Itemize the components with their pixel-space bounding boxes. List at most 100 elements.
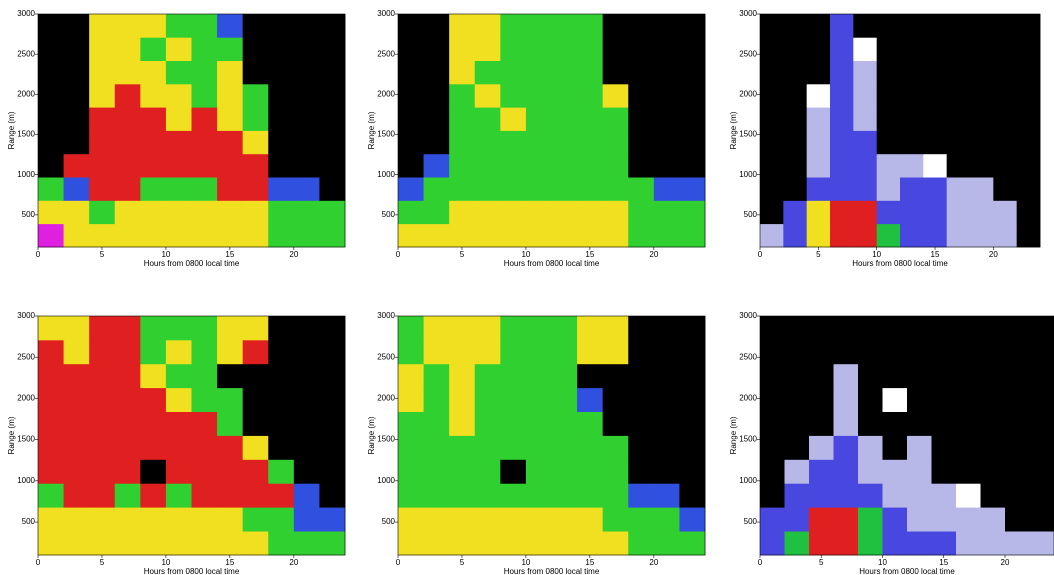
- heat-cell: [89, 363, 116, 389]
- heat-cell: [1016, 200, 1041, 225]
- heat-cell: [1016, 153, 1041, 178]
- y-tick-label: 3000: [377, 311, 395, 320]
- heat-cell: [602, 363, 629, 389]
- heat-cell: [165, 316, 192, 341]
- heat-cell: [784, 339, 810, 365]
- heat-cell: [679, 387, 706, 412]
- heat-cell: [525, 435, 552, 460]
- heat-cell: [165, 507, 192, 532]
- heat-cell: [653, 177, 680, 201]
- heat-cell: [500, 411, 527, 436]
- heat-cell: [140, 200, 167, 225]
- heat-cell: [217, 531, 244, 556]
- heat-cell: [525, 531, 552, 556]
- heat-cell: [242, 14, 269, 38]
- heat-cell: [602, 60, 629, 85]
- heat-cell: [63, 200, 90, 225]
- heat-cell: [628, 483, 655, 508]
- heat-cell: [956, 459, 981, 484]
- heat-cell: [679, 531, 706, 556]
- heat-cell: [577, 37, 604, 61]
- plot-frame: [397, 13, 706, 248]
- heat-cell: [474, 411, 501, 436]
- heat-cell: [602, 37, 629, 61]
- heat-cell: [474, 387, 501, 412]
- heat-cell: [760, 459, 785, 484]
- heat-cell: [760, 177, 784, 201]
- heat-cell: [474, 531, 501, 556]
- heat-cell: [191, 130, 218, 155]
- heat-cell: [679, 200, 706, 225]
- plot-frame: [37, 315, 346, 556]
- heat-cell: [931, 363, 957, 389]
- heat-cell: [602, 339, 629, 365]
- heat-cell: [653, 60, 680, 85]
- heat-cell: [114, 14, 141, 38]
- heat-cell: [63, 411, 90, 436]
- heat-cell: [165, 37, 192, 61]
- heat-cell: [63, 177, 90, 201]
- heat-cell: [398, 531, 424, 556]
- heat-cell: [551, 459, 578, 484]
- heat-cell: [293, 483, 320, 508]
- y-tick-label: 3000: [739, 311, 757, 320]
- heat-cell: [423, 200, 450, 225]
- heat-cell: [628, 60, 655, 85]
- heat-cell: [923, 14, 948, 38]
- heat-cell: [577, 339, 604, 365]
- heat-cell: [423, 130, 450, 155]
- heat-cell: [423, 387, 450, 412]
- heat-cell: [114, 200, 141, 225]
- heat-cell: [449, 411, 476, 436]
- x-tick-label: 0: [758, 558, 763, 567]
- heat-cell: [140, 483, 167, 508]
- heat-cell: [970, 153, 994, 178]
- heat-cell: [217, 363, 244, 389]
- heat-cell: [980, 387, 1006, 412]
- heat-cell: [882, 411, 908, 436]
- heat-cell: [89, 483, 116, 508]
- heat-cell: [319, 363, 346, 389]
- heat-cell: [398, 483, 424, 508]
- heat-cell: [833, 459, 859, 484]
- heat-cell: [38, 531, 64, 556]
- heat-cell: [474, 316, 501, 341]
- heat-cell: [679, 14, 706, 38]
- heat-cell: [423, 459, 450, 484]
- heat-cell: [242, 363, 269, 389]
- heat-cell: [423, 411, 450, 436]
- x-tick-label: 10: [161, 558, 170, 567]
- heat-cell: [1029, 387, 1054, 412]
- heat-cell: [946, 153, 971, 178]
- heat-cell: [907, 435, 932, 460]
- heat-cell: [602, 316, 629, 341]
- heat-cell: [931, 531, 957, 556]
- heat-cell: [923, 107, 948, 131]
- heat-cell: [423, 60, 450, 85]
- heat-cell: [423, 83, 450, 108]
- heat-cell: [679, 363, 706, 389]
- x-tick-label: 15: [585, 250, 594, 259]
- heat-cell: [63, 483, 90, 508]
- heat-cell: [1016, 107, 1041, 131]
- heat-cell: [319, 14, 346, 38]
- heat-cell: [140, 531, 167, 556]
- heat-cell: [809, 435, 834, 460]
- heat-cell: [980, 507, 1006, 532]
- heat-cell: [628, 153, 655, 178]
- x-tick-label: 15: [931, 250, 940, 259]
- heat-cell: [191, 83, 218, 108]
- heat-cell: [293, 387, 320, 412]
- heat-cell: [500, 531, 527, 556]
- heat-cell: [217, 223, 244, 248]
- heat-cell: [500, 177, 527, 201]
- heat-cell: [398, 14, 424, 38]
- heat-cell: [882, 363, 908, 389]
- heat-cell: [923, 153, 948, 178]
- heat-cell: [784, 435, 810, 460]
- heat-cell: [114, 153, 141, 178]
- heat-cell: [760, 60, 784, 85]
- heat-cell: [628, 339, 655, 365]
- y-tick-label: 2500: [739, 49, 757, 58]
- heat-cell: [858, 387, 883, 412]
